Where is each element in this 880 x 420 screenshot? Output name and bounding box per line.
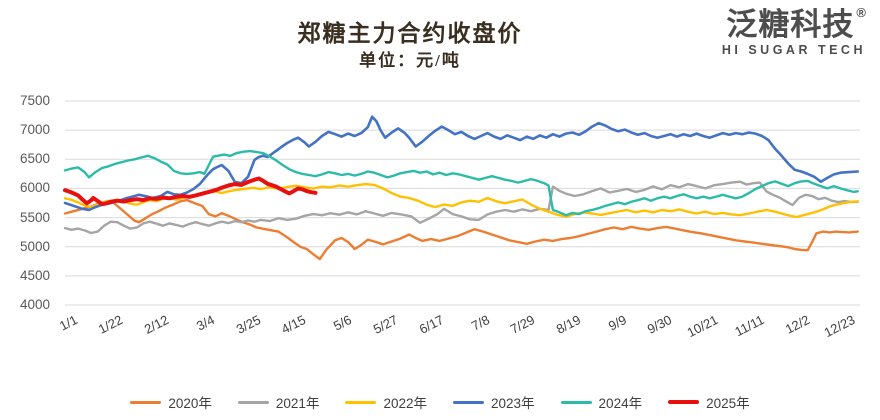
legend-item-2024年: 2024年: [560, 392, 643, 412]
chart-unit-subtitle: 单位：元/吨: [359, 51, 461, 70]
series-line-2020年: [63, 198, 859, 261]
legend-item-2023年: 2023年: [453, 392, 535, 412]
y-tick-label-5500: 5500: [19, 209, 50, 225]
series-line-2023年: [63, 115, 860, 212]
legend-label-2021年: 2021年: [275, 396, 320, 411]
legend-swatch-2020年: [130, 400, 162, 404]
y-tick-label-5000: 5000: [19, 238, 50, 254]
series-line-2025年: [63, 176, 318, 207]
legend-item-2022年: 2022年: [345, 392, 427, 412]
legend-swatch-2021年: [237, 400, 269, 404]
legend-label-2025年: 2025年: [706, 396, 750, 411]
legend-item-2021年: 2021年: [237, 392, 320, 412]
legend-swatch-2025年: [668, 399, 700, 405]
registered-trademark-icon: ®: [856, 5, 866, 20]
series-line-2024年: [63, 149, 859, 217]
legend-item-2020年: 2020年: [130, 392, 212, 412]
y-tick-label-6000: 6000: [19, 180, 50, 196]
legend-swatch-2022年: [345, 400, 377, 404]
legend-label-2023年: 2023年: [491, 396, 535, 411]
legend-label-2020年: 2020年: [168, 396, 212, 411]
chart-title: 郑糖主力合约收盘价: [297, 21, 523, 46]
legend-swatch-2024年: [560, 400, 592, 404]
y-tick-label-6500: 6500: [19, 151, 50, 167]
y-tick-label-7500: 7500: [19, 93, 50, 108]
legend-label-2022年: 2022年: [383, 396, 427, 411]
chart-legend: 2020年 2021年 2022年 2023年 2024年 2025年: [0, 392, 880, 412]
hi-sugar-tech-logo: 泛糖科技 ® HI SUGAR TECH: [722, 6, 866, 57]
logo-english-text: HI SUGAR TECH: [721, 42, 866, 57]
legend-item-2025年: 2025年: [668, 392, 750, 412]
logo-chinese-text: 泛糖科技: [726, 7, 855, 42]
series-line-2021年: [63, 180, 859, 235]
y-tick-label-4000: 4000: [19, 297, 50, 312]
y-tick-label-7000: 7000: [19, 122, 50, 138]
legend-label-2024年: 2024年: [598, 396, 643, 411]
y-tick-label-4500: 4500: [19, 267, 50, 283]
legend-swatch-2023年: [453, 400, 484, 404]
